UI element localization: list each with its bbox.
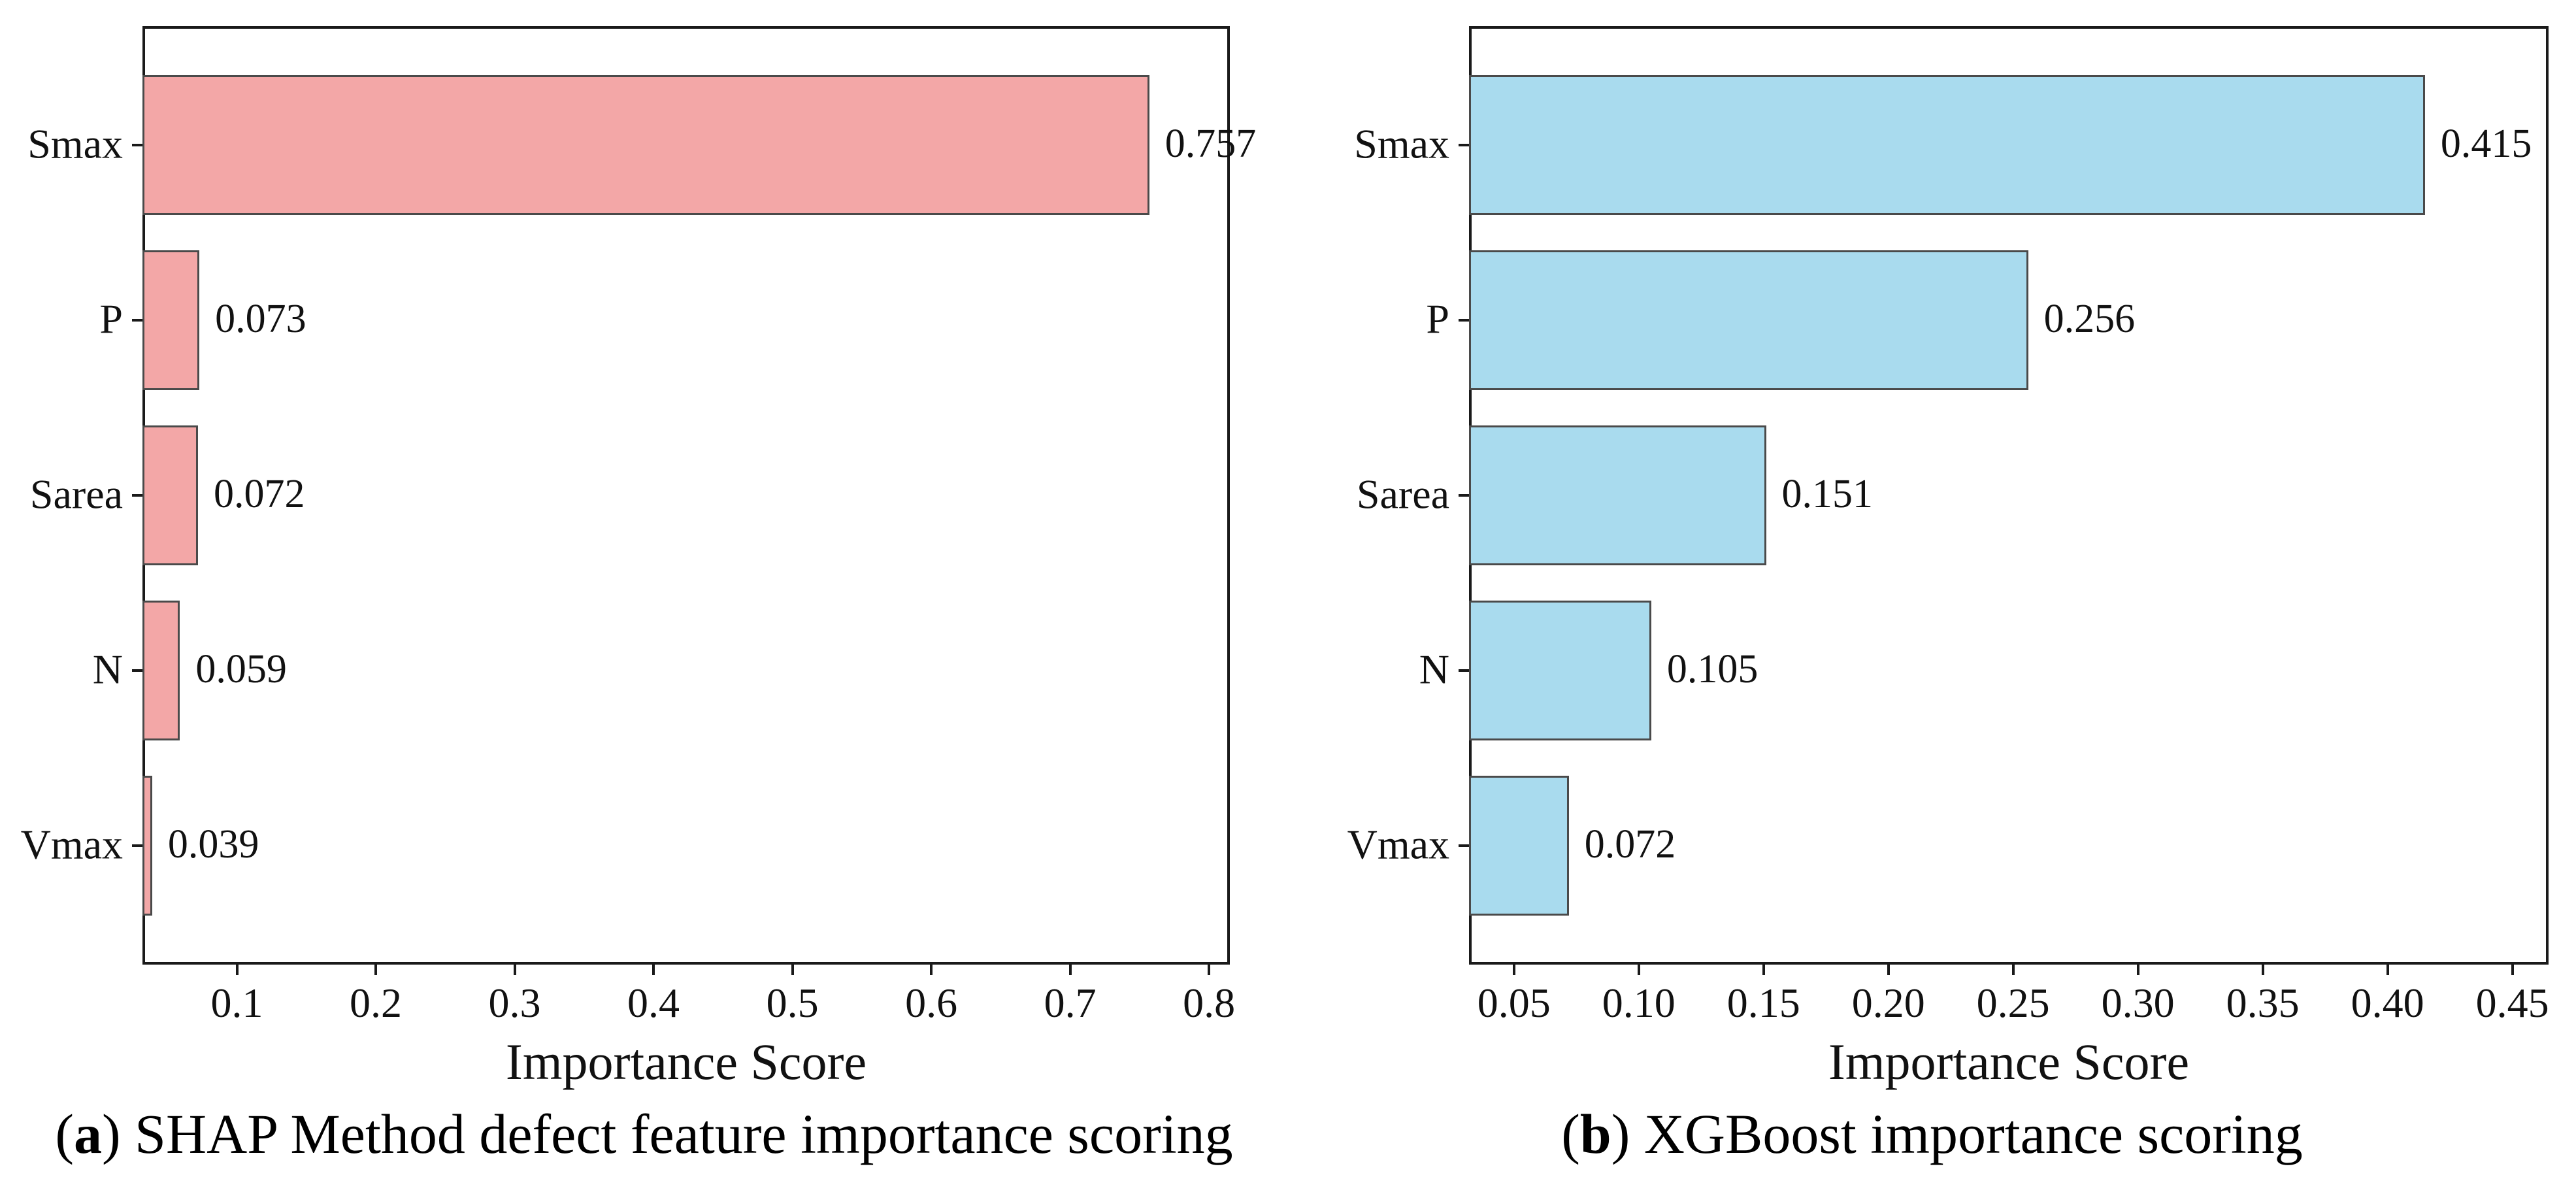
bar-value-label: 0.757 [1164, 122, 1257, 167]
x-tick-mark [1512, 965, 1515, 975]
y-category-label: Sarea [1356, 471, 1449, 518]
y-tick-mark [132, 844, 142, 847]
y-tick-mark [132, 494, 142, 497]
x-tick-mark [2011, 965, 2015, 975]
bar-p [1469, 250, 2028, 391]
bar-n [1469, 600, 1651, 741]
y-category-label: Vmax [1347, 821, 1449, 868]
y-category-label: P [1426, 295, 1449, 342]
chart-a-xaxis-title: Importance Score [505, 1033, 867, 1090]
bar-value-label: 0.256 [2043, 297, 2136, 342]
subfigure-a-caption: (a) SHAP Method defect feature importanc… [0, 1103, 1288, 1165]
x-tick-label: 0.5 [766, 980, 819, 1026]
caption-a-close-paren: ) [102, 1102, 121, 1165]
x-tick-label: 0.8 [1183, 980, 1236, 1026]
bar-value-label: 0.072 [1584, 821, 1676, 867]
x-tick-label: 0.35 [2226, 980, 2300, 1026]
y-tick-mark [132, 669, 142, 672]
bar-value-label: 0.039 [167, 821, 259, 867]
y-tick-mark [1459, 844, 1469, 847]
y-category-label: Vmax [20, 821, 123, 868]
x-tick-label: 0.3 [488, 980, 541, 1026]
x-tick-mark [1762, 965, 1765, 975]
x-tick-label: 0.7 [1044, 980, 1097, 1026]
x-tick-mark [235, 965, 239, 975]
caption-b-letter: b [1579, 1102, 1611, 1165]
x-tick-label: 0.25 [1976, 980, 2050, 1026]
bar-value-label: 0.151 [1781, 472, 1874, 517]
x-tick-mark [2261, 965, 2264, 975]
bar-p [142, 250, 200, 391]
bar-vmax [1469, 775, 1569, 916]
x-tick-label: 0.30 [2101, 980, 2175, 1026]
bar-smax [1469, 75, 2425, 216]
y-category-label: N [1419, 646, 1449, 693]
x-tick-label: 0.45 [2475, 980, 2549, 1026]
bar-value-label: 0.415 [2440, 122, 2532, 167]
x-tick-mark [1068, 965, 1072, 975]
caption-a-letter: a [74, 1102, 103, 1165]
x-tick-mark [1208, 965, 1211, 975]
x-tick-label: 0.2 [350, 980, 403, 1026]
x-tick-label: 0.6 [905, 980, 958, 1026]
caption-b-text: XGBoost importance scoring [1630, 1102, 2303, 1165]
y-category-label: Smax [1354, 120, 1449, 167]
bar-value-label: 0.105 [1666, 646, 1759, 691]
bar-n [142, 600, 180, 741]
y-tick-mark [1459, 144, 1469, 147]
x-tick-label: 0.40 [2351, 980, 2424, 1026]
bar-value-label: 0.072 [214, 472, 305, 517]
bar-sarea [1469, 425, 1766, 566]
x-tick-label: 0.10 [1602, 980, 1676, 1026]
x-tick-mark [1887, 965, 1890, 975]
bar-value-label: 0.073 [215, 297, 306, 342]
x-tick-label: 0.05 [1477, 980, 1551, 1026]
y-tick-mark [1459, 669, 1469, 672]
y-tick-mark [1459, 319, 1469, 322]
x-tick-label: 0.1 [210, 980, 263, 1026]
x-tick-label: 0.20 [1851, 980, 1925, 1026]
bar-sarea [142, 425, 198, 566]
y-tick-mark [132, 144, 142, 147]
caption-a-open-paren: ( [55, 1102, 74, 1165]
subfigure-b-caption: (b) XGBoost importance scoring [1288, 1103, 2576, 1165]
subfigure-b: Importance Score (b) XGBoost importance … [1288, 0, 2576, 1177]
bar-smax [142, 75, 1149, 216]
x-tick-mark [652, 965, 655, 975]
x-tick-label: 0.15 [1726, 980, 1800, 1026]
chart-b-xaxis-title: Importance Score [1828, 1033, 2190, 1090]
y-category-label: Smax [27, 120, 123, 167]
y-category-label: Sarea [29, 471, 123, 518]
y-category-label: N [92, 646, 123, 693]
x-tick-mark [2136, 965, 2139, 975]
x-tick-mark [2386, 965, 2389, 975]
caption-a-text: SHAP Method defect feature importance sc… [120, 1102, 1233, 1165]
y-tick-mark [132, 319, 142, 322]
y-category-label: P [99, 295, 123, 342]
subfigure-a: Importance Score (a) SHAP Method defect … [0, 26, 1288, 1165]
x-tick-label: 0.4 [627, 980, 680, 1026]
x-tick-mark [791, 965, 794, 975]
x-tick-mark [1637, 965, 1640, 975]
bar-value-label: 0.059 [195, 646, 287, 691]
x-tick-mark [2511, 965, 2514, 975]
x-tick-mark [513, 965, 516, 975]
y-tick-mark [1459, 494, 1469, 497]
x-tick-mark [930, 965, 933, 975]
x-tick-mark [374, 965, 378, 975]
caption-b-close-paren: ) [1611, 1102, 1630, 1165]
bar-vmax [142, 775, 152, 916]
caption-b-open-paren: ( [1561, 1102, 1580, 1165]
